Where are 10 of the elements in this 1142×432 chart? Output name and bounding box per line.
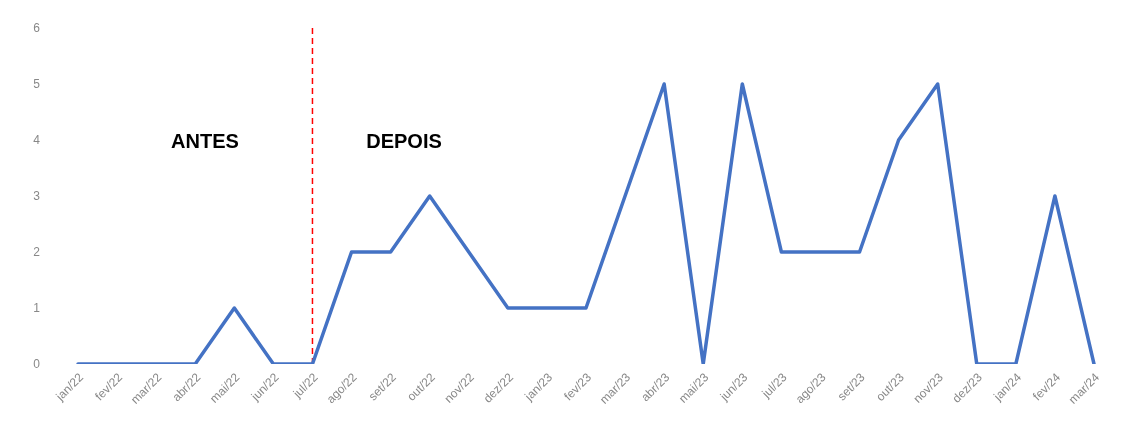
annotation: ANTES <box>171 130 239 153</box>
y-tick-label: 1 <box>33 301 41 316</box>
annotation: DEPOIS <box>366 130 442 153</box>
y-tick-label: 2 <box>33 245 41 260</box>
y-tick-label: 0 <box>33 357 41 372</box>
y-tick-label: 5 <box>33 77 41 92</box>
y-tick-label: 4 <box>33 133 41 148</box>
y-tick-label: 6 <box>33 21 41 36</box>
line-series <box>76 82 1096 364</box>
y-tick-label: 3 <box>33 189 41 204</box>
